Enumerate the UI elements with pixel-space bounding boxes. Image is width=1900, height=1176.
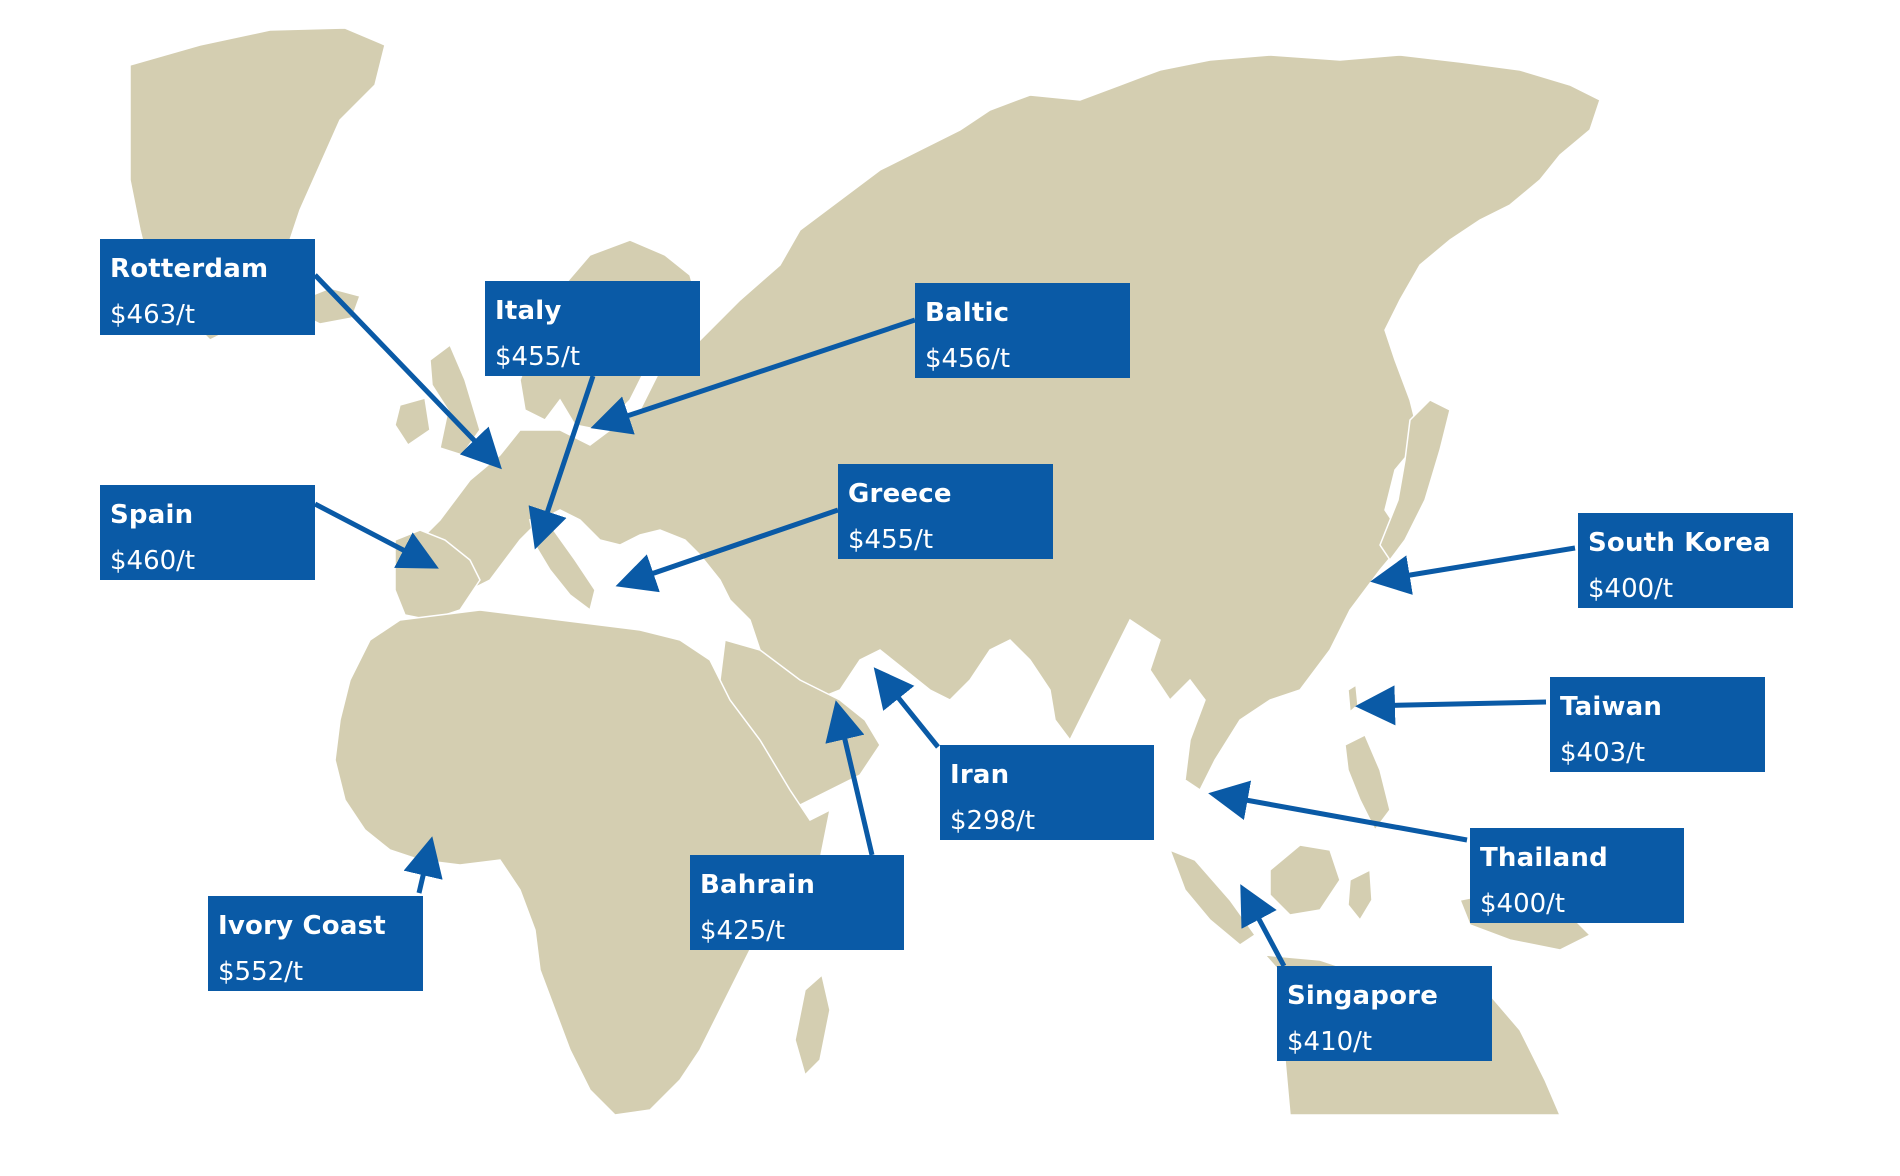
label-name: Singapore [1287,981,1439,1011]
price-label-iran[interactable]: Iran $298/t [940,745,1154,840]
price-label-italy[interactable]: Italy $455/t [485,281,700,376]
japan-landmass [1379,399,1451,562]
price-label-thailand[interactable]: Thailand $400/t [1470,828,1684,923]
arrow-thailand [1208,780,1468,843]
arrow-greece [615,507,839,593]
label-price: $463/t [110,300,196,330]
label-name: Rotterdam [110,254,269,284]
label-price: $425/t [700,916,786,946]
label-price: $410/t [1287,1027,1373,1057]
arrow-ivory-coast [403,836,443,894]
label-name: Italy [495,296,562,326]
borneo-landmass [1269,844,1341,916]
philippines-landmass [1344,733,1391,832]
sumatra-landmass [1168,848,1257,946]
label-price: $400/t [1588,574,1674,604]
eurasia-landmass [399,54,1601,792]
label-price: $456/t [925,344,1011,374]
price-label-greece[interactable]: Greece $455/t [838,464,1053,559]
price-label-singapore[interactable]: Singapore $410/t [1277,966,1492,1061]
price-label-rotterdam[interactable]: Rotterdam $463/t [100,239,315,335]
madagascar-landmass [794,973,831,1077]
taiwan-landmass [1347,683,1359,714]
arrows [313,273,1576,968]
sulawesi-landmass [1347,868,1373,922]
price-label-bahrain[interactable]: Bahrain $425/t [690,855,904,950]
price-label-south-korea[interactable]: South Korea $400/t [1578,513,1793,608]
label-name: Greece [848,479,952,509]
label-price: $455/t [495,342,581,372]
arrow-rotterdam [313,273,502,470]
label-name: Iran [950,760,1010,790]
price-label-taiwan[interactable]: Taiwan $403/t [1550,677,1765,772]
label-name: Spain [110,500,194,530]
ireland-landmass [394,397,431,447]
price-label-baltic[interactable]: Baltic $456/t [915,283,1130,378]
arrow-spain [313,501,439,569]
label-price: $403/t [1560,738,1646,768]
label-name: Taiwan [1560,692,1663,722]
label-name: Thailand [1480,843,1608,873]
price-label-ivory-coast[interactable]: Ivory Coast $552/t [208,896,423,991]
arrow-italy [528,375,596,550]
arrow-iran [873,667,940,749]
arrow-south-korea [1370,545,1576,595]
label-name: Bahrain [700,870,816,900]
arrow-bahrain [825,700,875,856]
label-name: Ivory Coast [218,911,386,941]
label-price: $400/t [1480,889,1566,919]
price-label-spain[interactable]: Spain $460/t [100,485,315,580]
arrow-taiwan [1355,685,1547,726]
label-price: $460/t [110,546,196,576]
label-price: $552/t [218,957,304,987]
label-name: Baltic [925,298,1010,328]
arrow-singapore [1240,884,1287,968]
arrow-baltic [590,317,916,435]
label-name: South Korea [1588,528,1771,558]
label-price: $298/t [950,806,1036,836]
label-price: $455/t [848,525,934,555]
